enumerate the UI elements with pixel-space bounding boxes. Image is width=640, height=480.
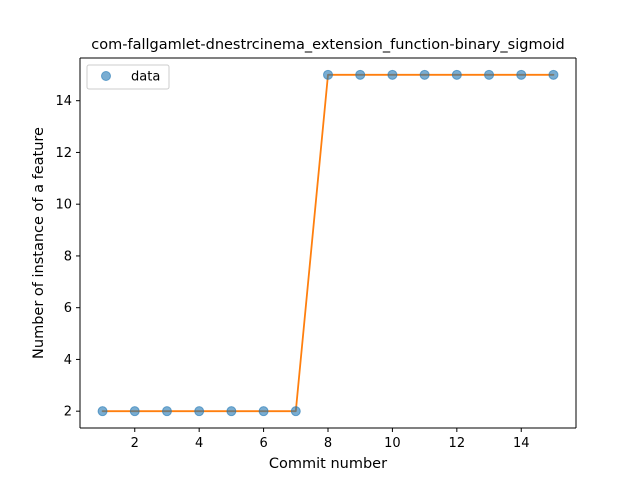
y-tick-label: 4: [64, 353, 72, 368]
x-tick-label: 12: [449, 436, 466, 451]
legend-label: data: [131, 70, 160, 85]
x-axis-ticks: 2 4 6 8 10 12 14: [131, 428, 530, 451]
y-tick-label: 2: [64, 405, 72, 420]
data-points-group: [97, 69, 559, 417]
data-point: [226, 406, 237, 417]
x-tick-label: 8: [324, 436, 332, 451]
data-point: [419, 69, 430, 80]
legend: data: [86, 64, 170, 90]
x-tick-label: 6: [259, 436, 267, 451]
y-tick-label: 12: [55, 146, 72, 161]
y-tick-label: 14: [55, 94, 72, 109]
x-tick-label: 14: [513, 436, 530, 451]
data-point: [484, 69, 495, 80]
x-axis-title: Commit number: [269, 456, 387, 472]
x-tick-label: 4: [195, 436, 203, 451]
data-point: [516, 69, 527, 80]
y-tick-label: 6: [64, 301, 72, 316]
x-tick-label: 2: [131, 436, 139, 451]
y-tick-label: 8: [64, 249, 72, 264]
data-point: [387, 69, 398, 80]
legend-box: [86, 64, 170, 90]
data-point: [355, 69, 366, 80]
y-tick-label: 10: [55, 198, 72, 213]
data-point: [97, 406, 108, 417]
y-axis-title: Number of instance of a feature: [31, 127, 47, 359]
data-point: [451, 69, 462, 80]
x-tick-label: 10: [384, 436, 401, 451]
y-axis-ticks: 2 4 6 8 10 12 14: [55, 94, 80, 420]
chart-title: com-fallgamlet-dnestrcinema_extension_fu…: [91, 37, 564, 53]
legend-marker: [101, 71, 111, 81]
data-point: [258, 406, 269, 417]
data-point: [194, 406, 205, 417]
data-point: [161, 406, 172, 417]
plot-area: [80, 58, 576, 428]
data-point: [290, 406, 301, 417]
data-point: [129, 406, 140, 417]
data-point: [548, 69, 559, 80]
data-point: [323, 69, 333, 80]
